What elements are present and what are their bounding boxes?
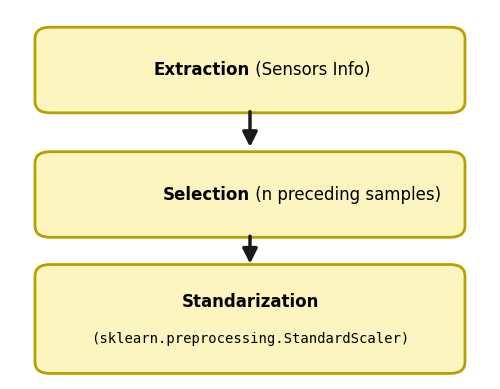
Text: Standarization: Standarization: [182, 293, 318, 311]
FancyBboxPatch shape: [35, 265, 465, 373]
Text: Selection: Selection: [163, 186, 250, 203]
Text: Extraction: Extraction: [154, 61, 250, 79]
Text: (n preceding samples): (n preceding samples): [250, 186, 441, 203]
Text: (Sensors Info): (Sensors Info): [250, 61, 370, 79]
FancyBboxPatch shape: [35, 152, 465, 237]
Text: (sklearn.preprocessing.StandardScaler): (sklearn.preprocessing.StandardScaler): [91, 332, 409, 346]
FancyBboxPatch shape: [35, 27, 465, 113]
